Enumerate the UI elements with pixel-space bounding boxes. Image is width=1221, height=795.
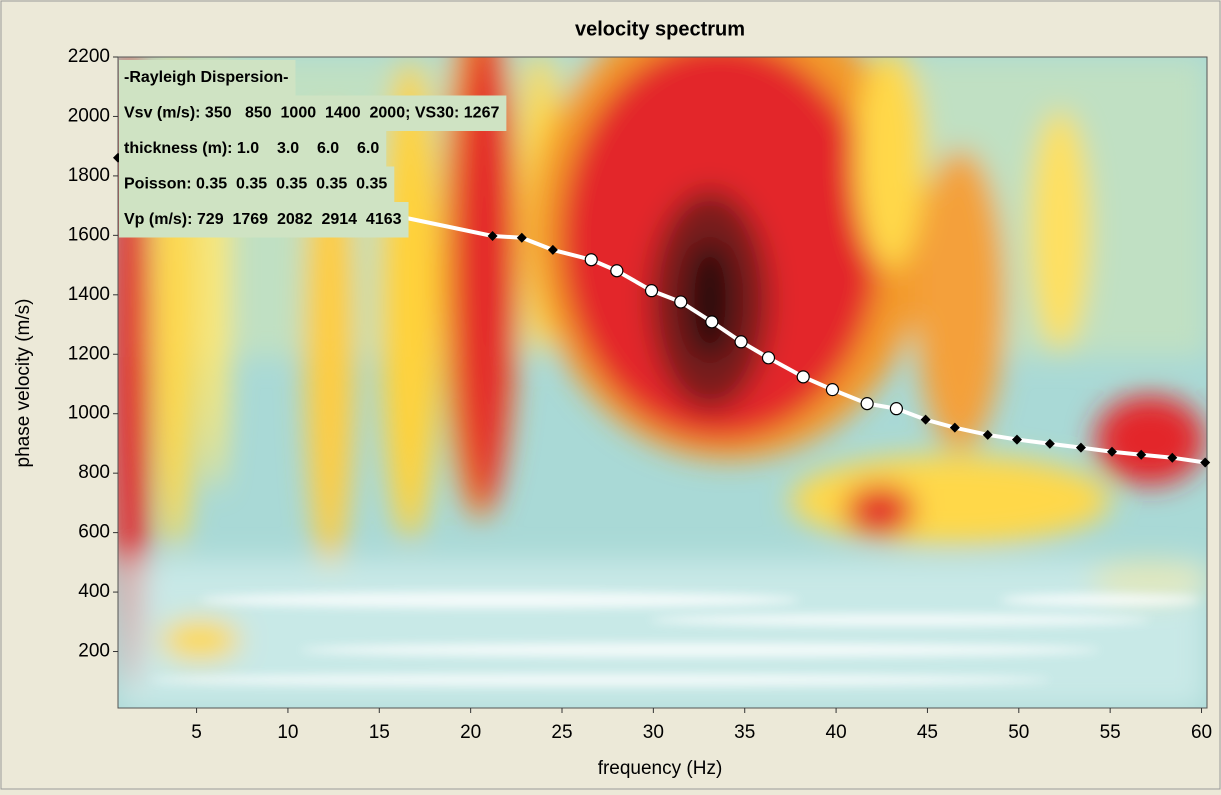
picked-point	[825, 383, 840, 397]
model-point	[1200, 457, 1211, 468]
y-tick-label: 1200	[68, 343, 110, 364]
x-tick-label: 10	[277, 722, 298, 743]
model-point	[949, 422, 960, 433]
model-point	[982, 429, 993, 440]
annotation-background	[119, 166, 395, 202]
y-tick-label: 400	[78, 581, 110, 602]
picked-point	[860, 397, 874, 411]
annotation-text: Vp (m/s): 729 1769 2082 2914 4163	[124, 211, 402, 228]
x-tick-label: 45	[917, 722, 938, 743]
model-point	[1044, 438, 1055, 449]
annotation-background	[119, 202, 409, 238]
annotation-text: Vsv (m/s): 350 850 1000 1400 2000; VS30:…	[124, 105, 499, 122]
y-tick-label: 200	[78, 641, 110, 662]
picked-point	[734, 335, 748, 349]
x-tick-label: 25	[551, 722, 572, 743]
chart-title: velocity spectrum	[575, 18, 745, 40]
picked-point	[761, 351, 776, 365]
picked-point	[674, 295, 688, 309]
y-axis-title: phase velocity (m/s)	[13, 299, 34, 468]
y-tick-label: 1800	[68, 165, 110, 186]
x-tick-label: 5	[191, 722, 202, 743]
y-tick-label: 1400	[68, 284, 110, 305]
picked-point	[610, 264, 624, 278]
y-tick-label: 800	[78, 462, 110, 483]
y-tick-label: 1600	[68, 224, 110, 245]
annotation-background	[119, 131, 387, 167]
model-point	[547, 244, 558, 255]
y-tick-label: 600	[78, 522, 110, 543]
picked-point	[584, 253, 598, 267]
picked-point	[889, 402, 903, 416]
x-tick-label: 20	[460, 722, 481, 743]
x-tick-label: 40	[826, 722, 847, 743]
picked-point	[644, 284, 659, 298]
annotation-text: thickness (m): 1.0 3.0 6.0 6.0	[124, 140, 379, 157]
model-point	[920, 414, 931, 425]
x-tick-label: 30	[643, 722, 664, 743]
y-tick-label: 2200	[68, 46, 110, 67]
model-point	[1136, 449, 1147, 460]
model-point	[1011, 434, 1022, 445]
model-point	[516, 232, 527, 243]
y-tick-label: 1000	[68, 403, 110, 424]
picked-point	[705, 315, 719, 329]
annotation-background	[119, 95, 507, 131]
x-axis-title: frequency (Hz)	[598, 758, 723, 779]
x-tick-label: 55	[1100, 722, 1121, 743]
annotation-text: -Rayleigh Dispersion-	[124, 69, 288, 86]
model-point	[1106, 446, 1117, 457]
model-point	[487, 230, 498, 241]
y-tick-label: 2000	[68, 105, 110, 126]
x-tick-label: 60	[1191, 722, 1212, 743]
annotation-background	[119, 60, 296, 96]
picked-point	[796, 370, 810, 384]
plot-border	[117, 56, 1208, 709]
x-tick-label: 50	[1008, 722, 1029, 743]
x-tick-label: 15	[369, 722, 390, 743]
model-point	[1167, 452, 1178, 463]
model-point	[1075, 442, 1086, 453]
x-tick-label: 35	[734, 722, 755, 743]
annotation-text: Poisson: 0.35 0.35 0.35 0.35 0.35	[124, 176, 387, 193]
